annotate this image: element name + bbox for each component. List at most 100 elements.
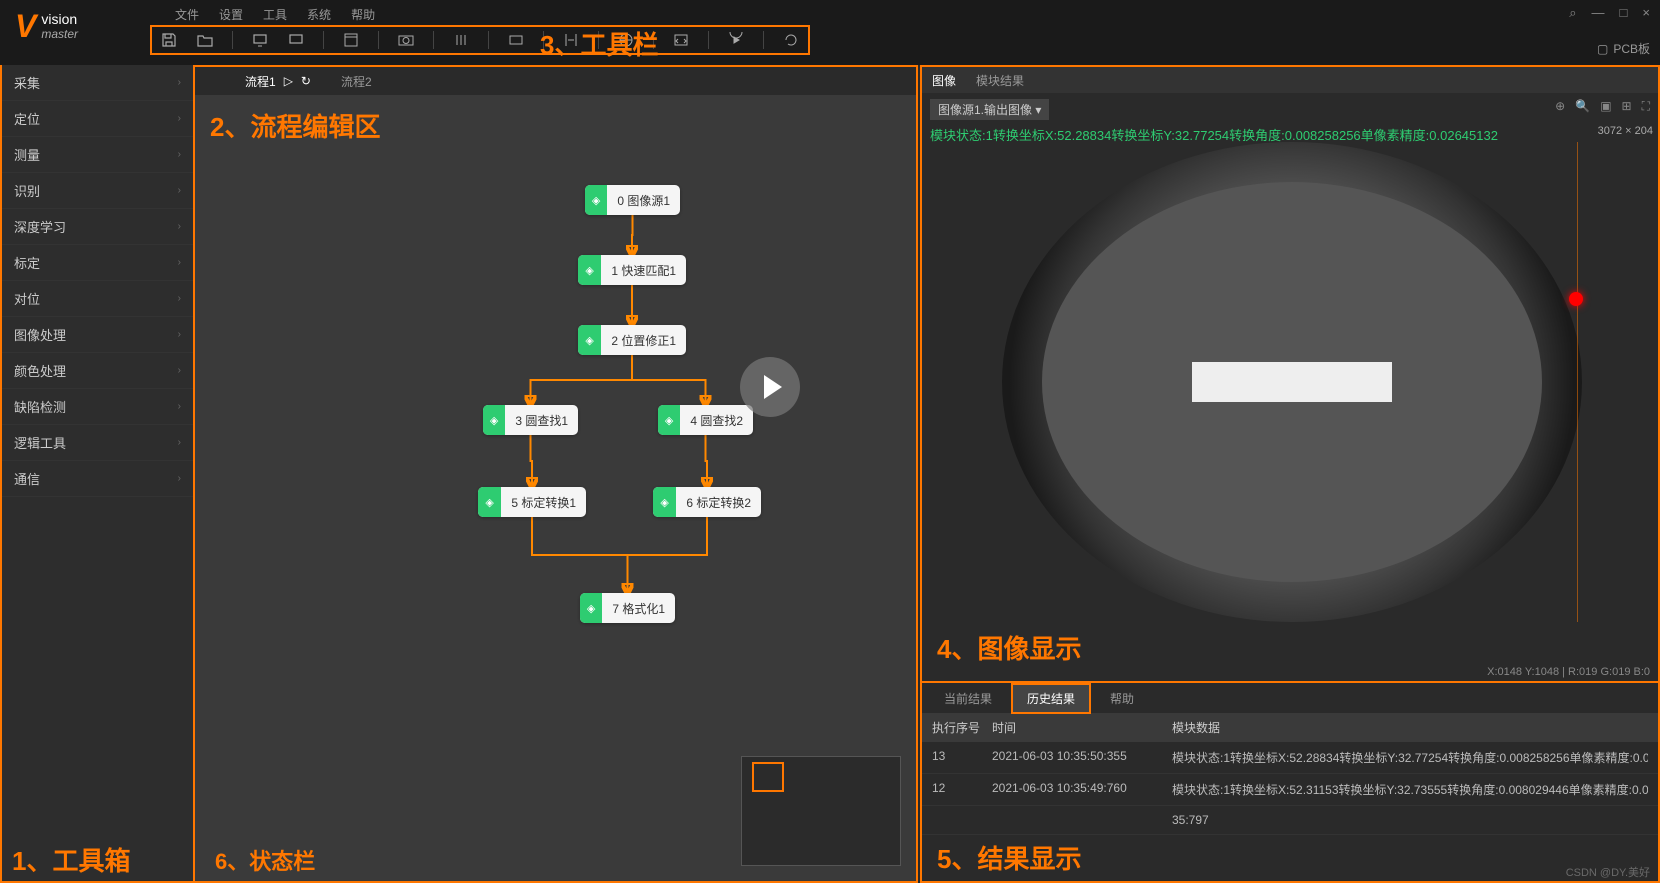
sidebar-item-4[interactable]: 深度学习› [2,209,193,245]
menu-file[interactable]: 文件 [175,6,199,23]
sidebar-item-5[interactable]: 标定› [2,245,193,281]
flow-tab-2[interactable]: 流程2 [341,73,372,90]
sidebar-item-0[interactable]: 采集› [2,65,193,101]
chevron-right-icon: › [178,113,181,124]
menu-help[interactable]: 帮助 [351,6,375,23]
result-row[interactable]: 132021-06-03 10:35:50:355模块状态:1转换坐标X:52.… [922,742,1658,774]
result-tab-history[interactable]: 历史结果 [1011,683,1091,714]
var-icon[interactable] [507,31,525,49]
sidebar-item-3[interactable]: 识别› [2,173,193,209]
node-icon: ◈ [578,325,601,355]
result-tab-current[interactable]: 当前结果 [930,685,1006,712]
image-tab-image[interactable]: 图像 [932,72,956,89]
menu-tools[interactable]: 工具 [263,6,287,23]
menu-settings[interactable]: 设置 [219,6,243,23]
watermark: CSDN @DY.美好 [1566,864,1650,880]
loop-small-icon[interactable]: ↻ [301,74,311,88]
pcb-button[interactable]: ▢ PCB板 [1597,40,1650,57]
minimize-icon[interactable]: — [1592,5,1605,21]
flow-node-4[interactable]: ◈4 圆查找2 [658,405,753,435]
close-icon[interactable]: × [1642,5,1650,21]
annotation-2: 2、流程编辑区 [210,107,380,144]
chevron-right-icon: › [178,221,181,232]
pcb-image[interactable] [1002,142,1582,622]
menu-system[interactable]: 系统 [307,6,331,23]
video-play-overlay[interactable] [740,357,800,417]
result-row[interactable]: 122021-06-03 10:35:49:760模块状态:1转换坐标X:52.… [922,774,1658,806]
grid-icon[interactable]: ⊞ [1622,99,1632,114]
chevron-right-icon: › [178,365,181,376]
flow-node-2[interactable]: ◈2 位置修正1 [578,325,686,355]
code-icon[interactable] [672,31,690,49]
window-icon[interactable] [342,31,360,49]
app-logo: V vision master [0,0,93,53]
image-tabs: 图像 模块结果 [922,67,1658,93]
play-icon[interactable] [727,31,745,49]
flow-node-6[interactable]: ◈6 标定转换2 [653,487,761,517]
expand-icon[interactable]: ⛶ [1642,99,1650,114]
logo-v-icon: V [15,8,36,45]
sidebar-item-10[interactable]: 逻辑工具› [2,425,193,461]
flow-node-1[interactable]: ◈1 快速匹配1 [578,255,686,285]
results-table: 执行序号 时间 模块数据 132021-06-03 10:35:50:355模块… [922,713,1658,835]
annotation-5: 5、结果显示 [937,839,1081,876]
node-icon: ◈ [653,487,676,517]
zoom-in-icon[interactable]: 🔍 [1575,99,1590,114]
flow-node-0[interactable]: ◈0 图像源1 [585,185,680,215]
flow-tab-1[interactable]: 流程1 ▷ ↻ [245,73,311,90]
col-time-header: 时间 [992,719,1172,736]
chevron-right-icon: › [178,329,181,340]
sidebar-item-9[interactable]: 缺陷检测› [2,389,193,425]
camera-window-icon[interactable]: ⌕ [1569,5,1576,21]
loop-icon[interactable] [782,31,800,49]
sidebar-item-7[interactable]: 图像处理› [2,317,193,353]
bars-icon[interactable] [452,31,470,49]
image-tab-result[interactable]: 模块结果 [976,72,1024,89]
minimap[interactable] [741,756,901,866]
image-display: 图像 模块结果 图像源1.输出图像 ▾ ⊕ 🔍 ▣ ⊞ ⛶ 模块状态:1转换坐标… [920,65,1660,683]
chevron-right-icon: › [178,149,181,160]
image-footer-coords: X:0148 Y:1048 | R:019 G:019 B:0 [1487,666,1650,678]
chevron-right-icon: › [178,293,181,304]
flow-editor[interactable]: 流程1 ▷ ↻ 流程2 2、流程编辑区 ◈0 图像源1 ◈1 快速匹配1 ◈2 位置… [195,65,918,883]
image-status-text: 模块状态:1转换坐标X:52.28834转换坐标Y:32.77254转换角度:0… [930,125,1498,144]
node-icon: ◈ [658,405,680,435]
open-icon[interactable] [196,31,214,49]
sidebar-item-11[interactable]: 通信› [2,461,193,497]
display1-icon[interactable] [251,31,269,49]
col-seq-header: 执行序号 [932,719,992,736]
image-controls: ⊕ 🔍 ▣ ⊞ ⛶ [1555,99,1650,114]
node-icon: ◈ [483,405,505,435]
flow-node-7[interactable]: ◈7 格式化1 [580,593,675,623]
maximize-icon[interactable]: □ [1620,5,1628,21]
chevron-right-icon: › [178,185,181,196]
toolbox-sidebar: 采集›定位›测量›识别›深度学习›标定›对位›图像处理›颜色处理›缺陷检测›逻辑… [0,65,195,883]
flow-node-5[interactable]: ◈5 标定转换1 [478,487,586,517]
flow-node-3[interactable]: ◈3 圆查找1 [483,405,578,435]
result-tab-help[interactable]: 帮助 [1096,685,1148,712]
node-icon: ◈ [585,185,607,215]
result-row[interactable]: 35:797 [922,806,1658,835]
zoom-add-icon[interactable]: ⊕ [1555,99,1565,114]
annotation-4: 4、图像显示 [937,629,1081,666]
sidebar-item-1[interactable]: 定位› [2,101,193,137]
image-dimensions: 3072 × 204 [1598,125,1653,137]
node-icon: ◈ [578,255,601,285]
save-icon[interactable] [160,31,178,49]
result-tabs: 当前结果 历史结果 帮助 [922,683,1658,713]
annotation-3: 3、工具栏 [540,25,658,62]
chevron-right-icon: › [178,437,181,448]
display2-icon[interactable] [287,31,305,49]
flow-tabs: 流程1 ▷ ↻ 流程2 [195,67,916,95]
sidebar-item-6[interactable]: 对位› [2,281,193,317]
sidebar-item-8[interactable]: 颜色处理› [2,353,193,389]
node-icon: ◈ [478,487,501,517]
camera-icon[interactable] [397,31,415,49]
chevron-right-icon: › [178,401,181,412]
annotation-1: 1、工具箱 [12,841,130,878]
fit-icon[interactable]: ▣ [1600,99,1611,114]
sidebar-item-2[interactable]: 测量› [2,137,193,173]
play-small-icon[interactable]: ▷ [284,74,293,88]
col-data-header: 模块数据 [1172,719,1648,736]
image-source-label[interactable]: 图像源1.输出图像 ▾ [930,99,1049,120]
